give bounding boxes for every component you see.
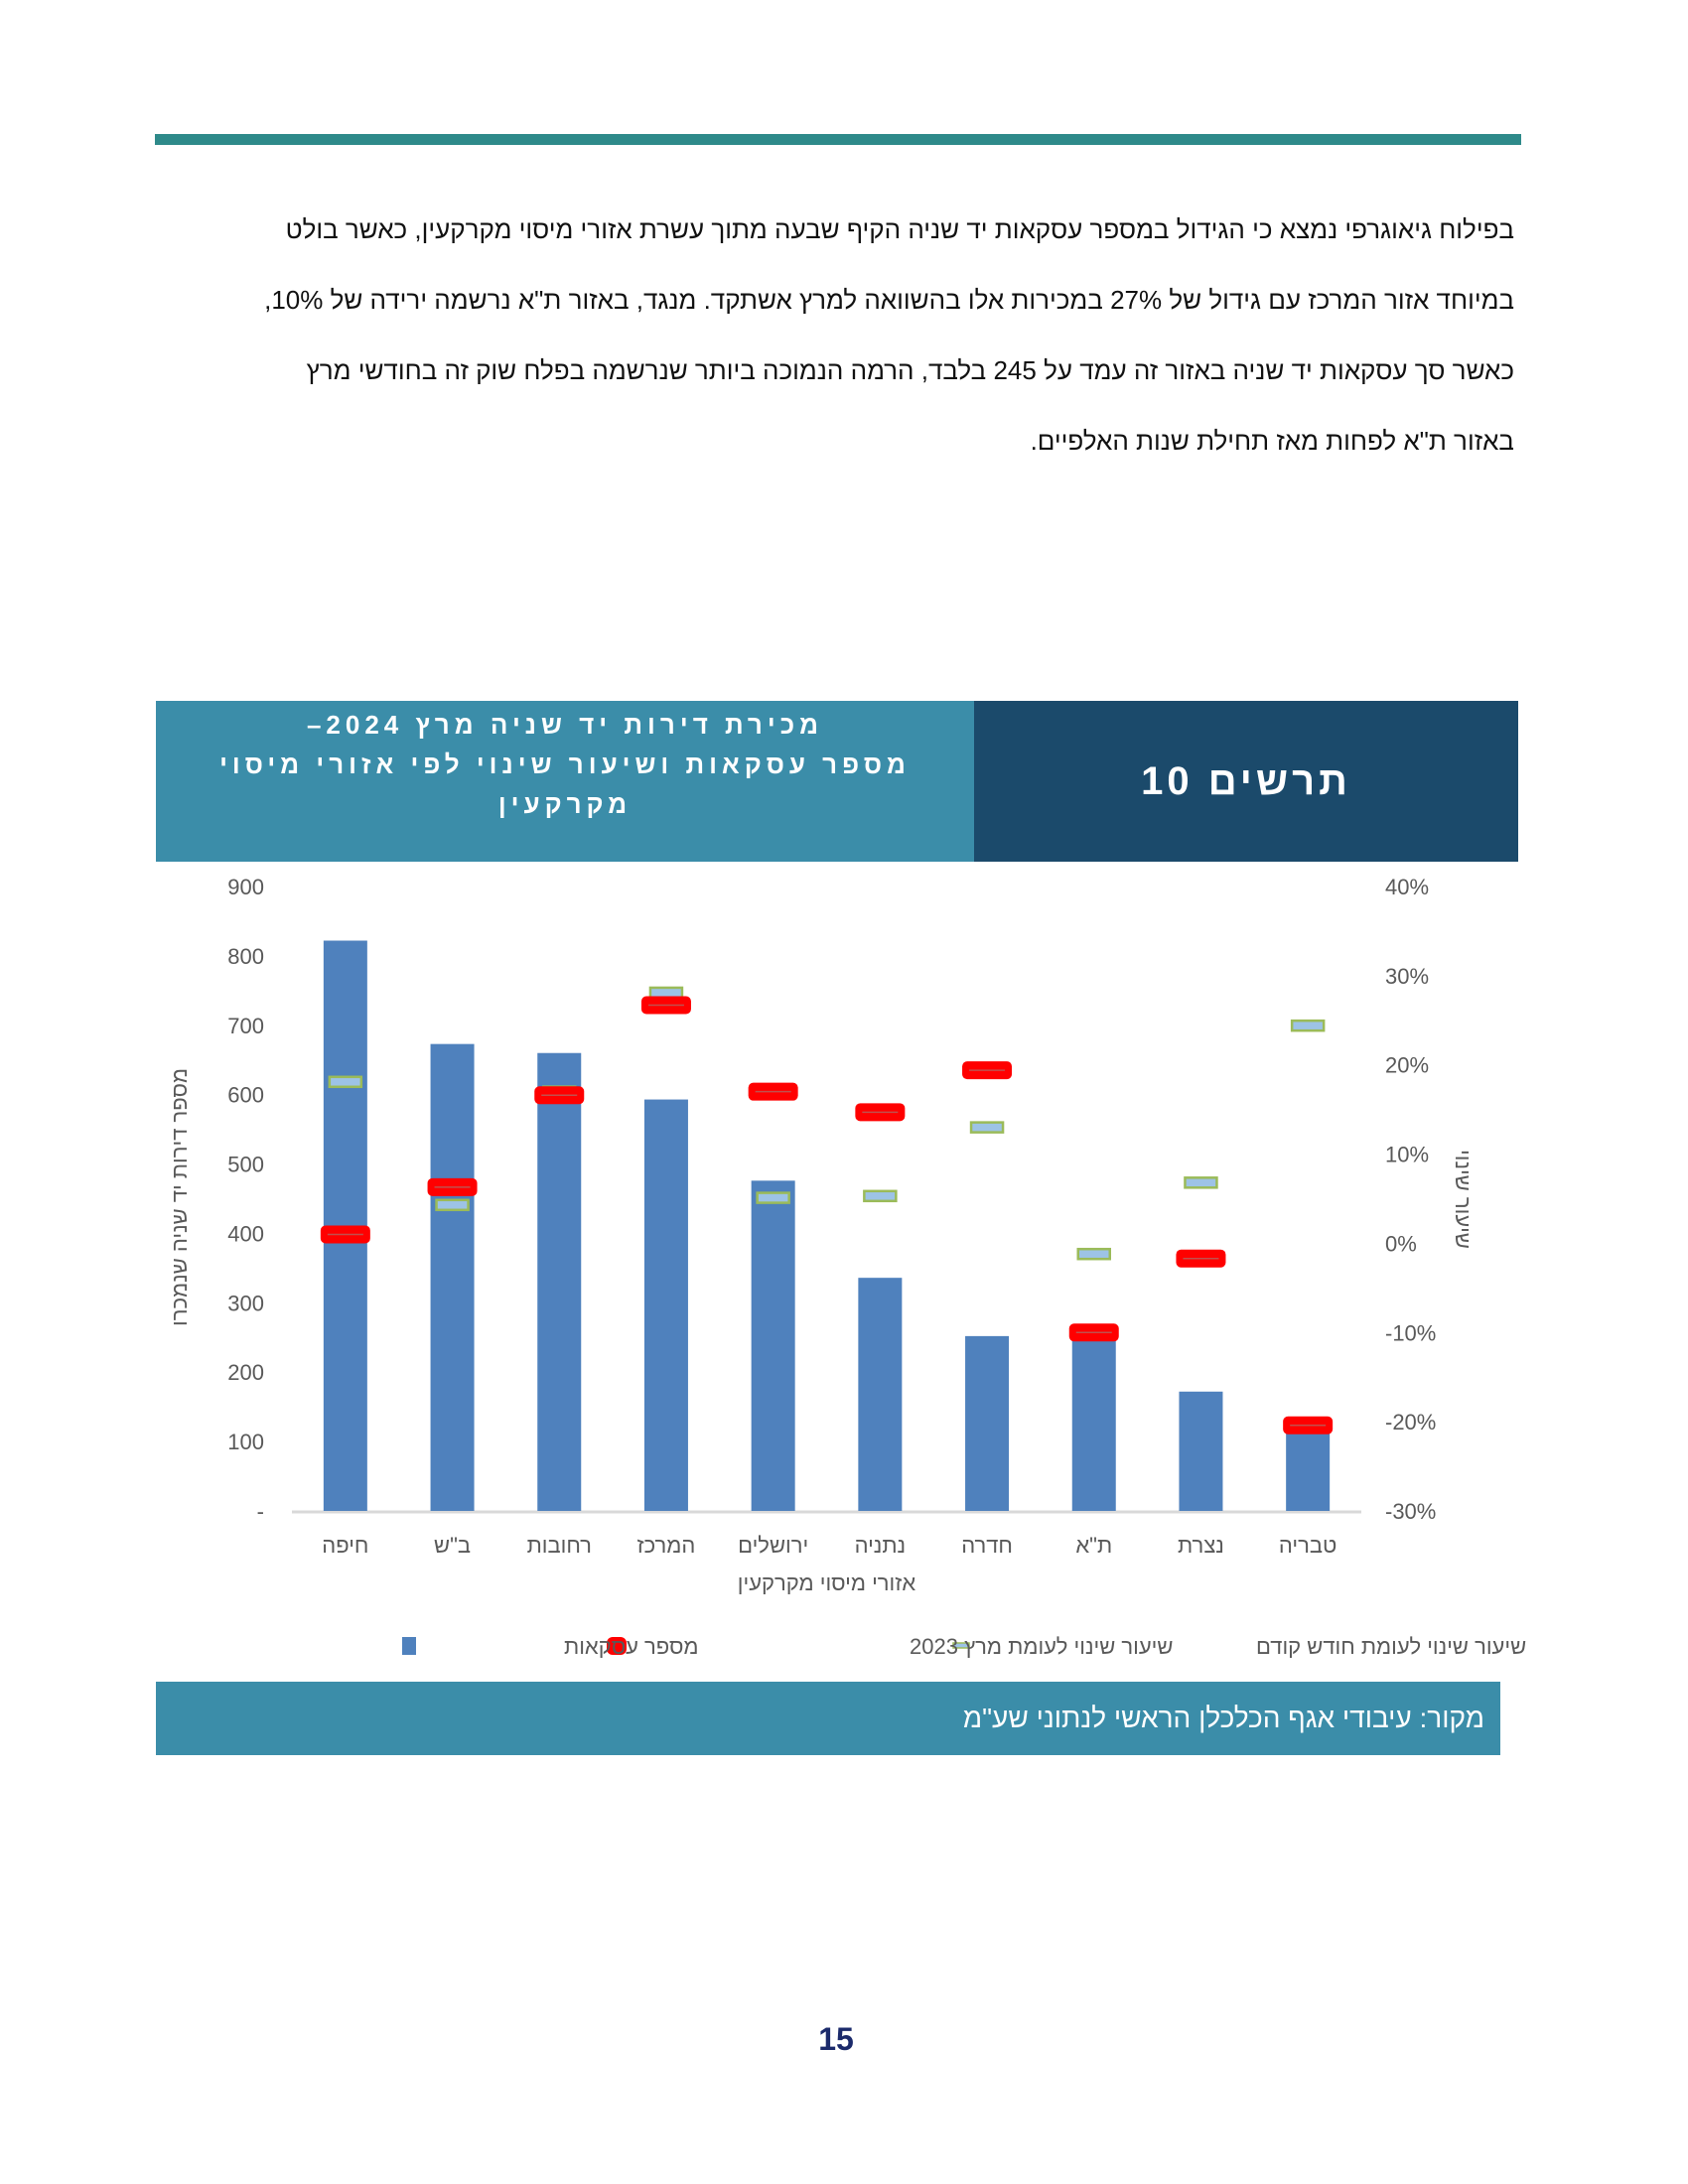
bar-3 [643, 1099, 688, 1511]
prev-month-marker-1 [435, 1198, 470, 1212]
y-tick-label: 900 [227, 875, 264, 899]
paragraph-line: במיוחד אזור המרכז עם גידול של 27% במכירו… [264, 285, 1514, 315]
legend-march-label: שיעור שינוי לעומת מרץ 2023 [910, 1634, 1173, 1659]
y-tick-label: 700 [227, 1014, 264, 1038]
legend-march-swatch [607, 1637, 627, 1655]
x-tick-label: ת"א [1075, 1533, 1112, 1558]
paragraph-line: באזור ת"א לפחות מאז תחילת שנות האלפיים. [1030, 426, 1514, 456]
bar-8 [1179, 1391, 1223, 1511]
legend-prev-month-swatch [952, 1642, 970, 1649]
bar-9 [1286, 1430, 1331, 1511]
figure-title-line2: מספר עסקאות ושיעור שינוי לפי אזורי מיסוי… [219, 750, 911, 819]
y-tick-label: 500 [227, 1153, 264, 1177]
y2-tick-label: -10% [1385, 1320, 1436, 1345]
y2-tick-label: 0% [1385, 1231, 1417, 1256]
y-tick-label: 400 [227, 1221, 264, 1246]
x-axis-title: אזורי מיסוי מקרקעין [738, 1570, 916, 1595]
x-tick-label: המרכז [637, 1533, 696, 1558]
y-axis-title: מספר דירות יד שניה שנמכרו [167, 1068, 192, 1326]
bar-2 [537, 1052, 582, 1511]
x-tick-label: רחובות [527, 1533, 592, 1558]
x-tick-label: נצרת [1178, 1533, 1224, 1558]
prev-month-marker-4 [756, 1191, 790, 1204]
bar-6 [965, 1335, 1010, 1511]
prev-month-marker-0 [328, 1075, 363, 1089]
figure-title-box: מכירת דירות יד שניה מרץ 2024– מספר עסקאו… [156, 701, 974, 862]
bar-7 [1071, 1340, 1116, 1511]
legend-bars-swatch [402, 1637, 416, 1655]
prev-month-marker-9 [1290, 1019, 1326, 1032]
prev-month-marker-7 [1076, 1247, 1111, 1261]
y-tick-label: 300 [227, 1291, 264, 1315]
y2-axis-title: שיעור שינוי [1451, 1150, 1476, 1249]
paragraph-line: בפילוח גיאוגרפי נמצא כי הגידול במספר עסק… [285, 214, 1514, 244]
y2-tick-label: 20% [1385, 1053, 1429, 1078]
x-tick-label: ירושלים [738, 1533, 808, 1558]
source-box: מקור: עיבודי אגף הכלכלן הראשי לנתוני שע"… [156, 1682, 1500, 1755]
y2-tick-label: 10% [1385, 1143, 1429, 1167]
bar-4 [751, 1180, 795, 1511]
bar-5 [858, 1278, 903, 1511]
y2-tick-label: 40% [1385, 875, 1429, 899]
y2-tick-label: -30% [1385, 1499, 1436, 1524]
legend-prev-month-label: שיעור שינוי לעומת חודש קודם [1256, 1634, 1526, 1659]
y-tick-label: - [257, 1499, 264, 1524]
x-tick-label: חדרה [961, 1533, 1013, 1558]
prev-month-marker-8 [1184, 1176, 1218, 1189]
y-tick-label: 200 [227, 1360, 264, 1385]
body-paragraph: בפילוח גיאוגרפי נמצא כי הגידול במספר עסק… [156, 195, 1514, 477]
x-tick-label: טבריה [1279, 1533, 1337, 1558]
x-tick-label: נתניה [855, 1533, 907, 1558]
bar-1 [430, 1043, 475, 1511]
prev-month-marker-5 [863, 1189, 898, 1203]
top-divider [155, 134, 1521, 145]
legend-bars-label: מספר עסקאות [564, 1634, 699, 1659]
y-tick-label: 100 [227, 1430, 264, 1454]
figure-title-line1: מכירת דירות יד שניה מרץ 2024– [306, 710, 824, 740]
y2-tick-label: -20% [1385, 1410, 1436, 1434]
prev-month-marker-3 [648, 986, 684, 1000]
x-tick-label: ב"ש [434, 1533, 471, 1558]
y-tick-label: 600 [227, 1083, 264, 1108]
y2-tick-label: 30% [1385, 964, 1429, 989]
source-text: מקור: עיבודי אגף הכלכלן הראשי לנתוני שע"… [962, 1703, 1484, 1733]
prev-month-marker-6 [969, 1121, 1005, 1134]
figure-label: תרשים 10 [1141, 758, 1351, 803]
x-tick-label: חיפה [322, 1533, 368, 1558]
page-number: 15 [818, 2021, 854, 2057]
figure-label-box: תרשים 10 [974, 701, 1518, 862]
paragraph-line: כאשר סך עסקאות יד שניה באזור זה עמד על 2… [306, 355, 1514, 385]
y-tick-label: 800 [227, 944, 264, 969]
